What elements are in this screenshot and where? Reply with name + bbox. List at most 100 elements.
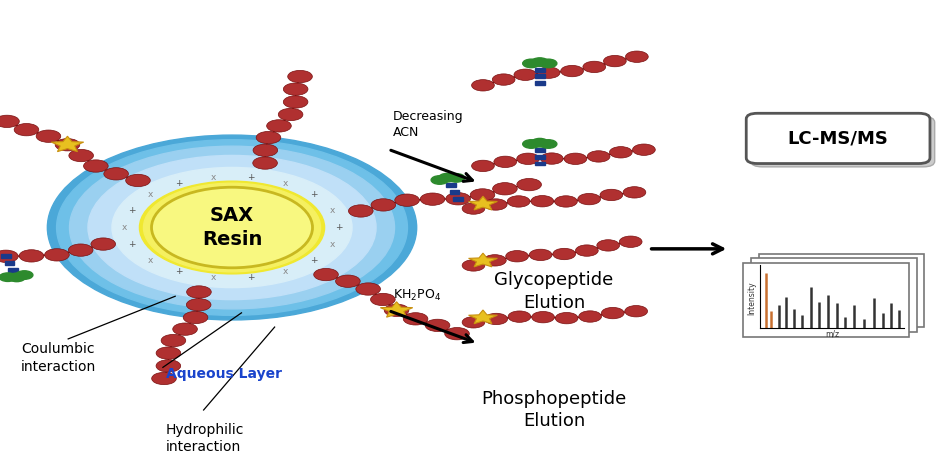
Text: Glycopeptide
Elution: Glycopeptide Elution (494, 272, 614, 311)
Circle shape (16, 271, 33, 279)
Bar (454, 197, 463, 201)
Circle shape (523, 59, 540, 68)
Circle shape (0, 115, 19, 128)
Circle shape (484, 199, 507, 210)
Circle shape (564, 153, 587, 164)
Circle shape (161, 334, 186, 346)
Circle shape (288, 70, 313, 82)
Text: +: + (247, 173, 255, 182)
Circle shape (472, 80, 494, 91)
Bar (450, 190, 459, 194)
Circle shape (597, 240, 619, 251)
Circle shape (578, 193, 600, 205)
Text: x: x (211, 173, 216, 182)
Circle shape (425, 319, 450, 331)
Circle shape (576, 245, 599, 256)
Circle shape (462, 260, 485, 271)
Circle shape (57, 140, 407, 315)
Circle shape (104, 168, 129, 180)
Text: Decreasing
ACN: Decreasing ACN (393, 110, 464, 139)
Circle shape (278, 109, 303, 121)
Circle shape (517, 153, 540, 164)
Circle shape (492, 74, 515, 85)
Circle shape (19, 250, 44, 262)
Polygon shape (51, 136, 83, 152)
Circle shape (438, 173, 456, 182)
Circle shape (384, 304, 409, 317)
Circle shape (603, 55, 626, 67)
Circle shape (472, 160, 494, 172)
Text: m/z: m/z (826, 329, 839, 338)
Bar (446, 183, 456, 187)
Text: +: + (174, 179, 182, 188)
Circle shape (371, 199, 396, 211)
Circle shape (36, 130, 61, 142)
Circle shape (448, 173, 465, 182)
Circle shape (523, 140, 540, 148)
Text: Intensity: Intensity (747, 281, 757, 315)
Circle shape (45, 249, 69, 261)
Text: LC-MS/MS: LC-MS/MS (788, 129, 888, 147)
Circle shape (139, 181, 325, 274)
Circle shape (156, 360, 181, 372)
Text: Phosphopeptide
Elution: Phosphopeptide Elution (481, 390, 627, 430)
Circle shape (187, 299, 211, 311)
Circle shape (143, 183, 320, 272)
Bar (759, 254, 924, 327)
Circle shape (579, 311, 601, 322)
Circle shape (462, 317, 485, 328)
Circle shape (88, 155, 376, 300)
Circle shape (540, 59, 557, 68)
Circle shape (508, 311, 530, 322)
Circle shape (184, 311, 208, 324)
Circle shape (420, 193, 445, 205)
Circle shape (553, 248, 576, 260)
Text: x: x (122, 223, 128, 232)
Circle shape (112, 167, 352, 288)
FancyBboxPatch shape (746, 113, 930, 164)
Circle shape (506, 251, 528, 262)
Circle shape (348, 205, 373, 217)
Circle shape (152, 373, 176, 385)
Bar (5, 261, 14, 265)
Bar (535, 81, 545, 85)
Circle shape (471, 189, 495, 201)
Circle shape (69, 149, 94, 162)
Circle shape (517, 178, 542, 191)
Text: x: x (211, 273, 216, 282)
Bar (9, 268, 18, 272)
Circle shape (541, 153, 563, 164)
Text: +: + (247, 273, 255, 282)
Bar (535, 148, 545, 152)
Circle shape (47, 135, 417, 320)
Polygon shape (469, 196, 497, 210)
Text: +: + (128, 240, 135, 249)
Text: Coulumbic
interaction: Coulumbic interaction (21, 342, 96, 374)
Circle shape (0, 273, 16, 282)
Circle shape (253, 157, 277, 169)
Circle shape (462, 203, 485, 214)
Polygon shape (381, 302, 413, 317)
Text: +: + (174, 267, 182, 276)
Circle shape (0, 250, 18, 263)
Circle shape (619, 236, 642, 247)
Polygon shape (469, 253, 497, 267)
Circle shape (493, 156, 516, 167)
Circle shape (537, 67, 560, 78)
Circle shape (91, 238, 116, 250)
Circle shape (601, 307, 624, 319)
Circle shape (370, 293, 395, 306)
Circle shape (9, 273, 26, 282)
Circle shape (172, 323, 197, 335)
Circle shape (531, 311, 554, 323)
Circle shape (623, 187, 646, 198)
Bar (535, 68, 545, 72)
Text: +: + (311, 190, 318, 199)
Bar (743, 263, 909, 337)
Bar (751, 258, 917, 332)
Bar (535, 162, 545, 165)
Circle shape (446, 192, 471, 205)
Circle shape (514, 69, 537, 81)
Circle shape (561, 65, 583, 77)
Circle shape (431, 176, 448, 184)
